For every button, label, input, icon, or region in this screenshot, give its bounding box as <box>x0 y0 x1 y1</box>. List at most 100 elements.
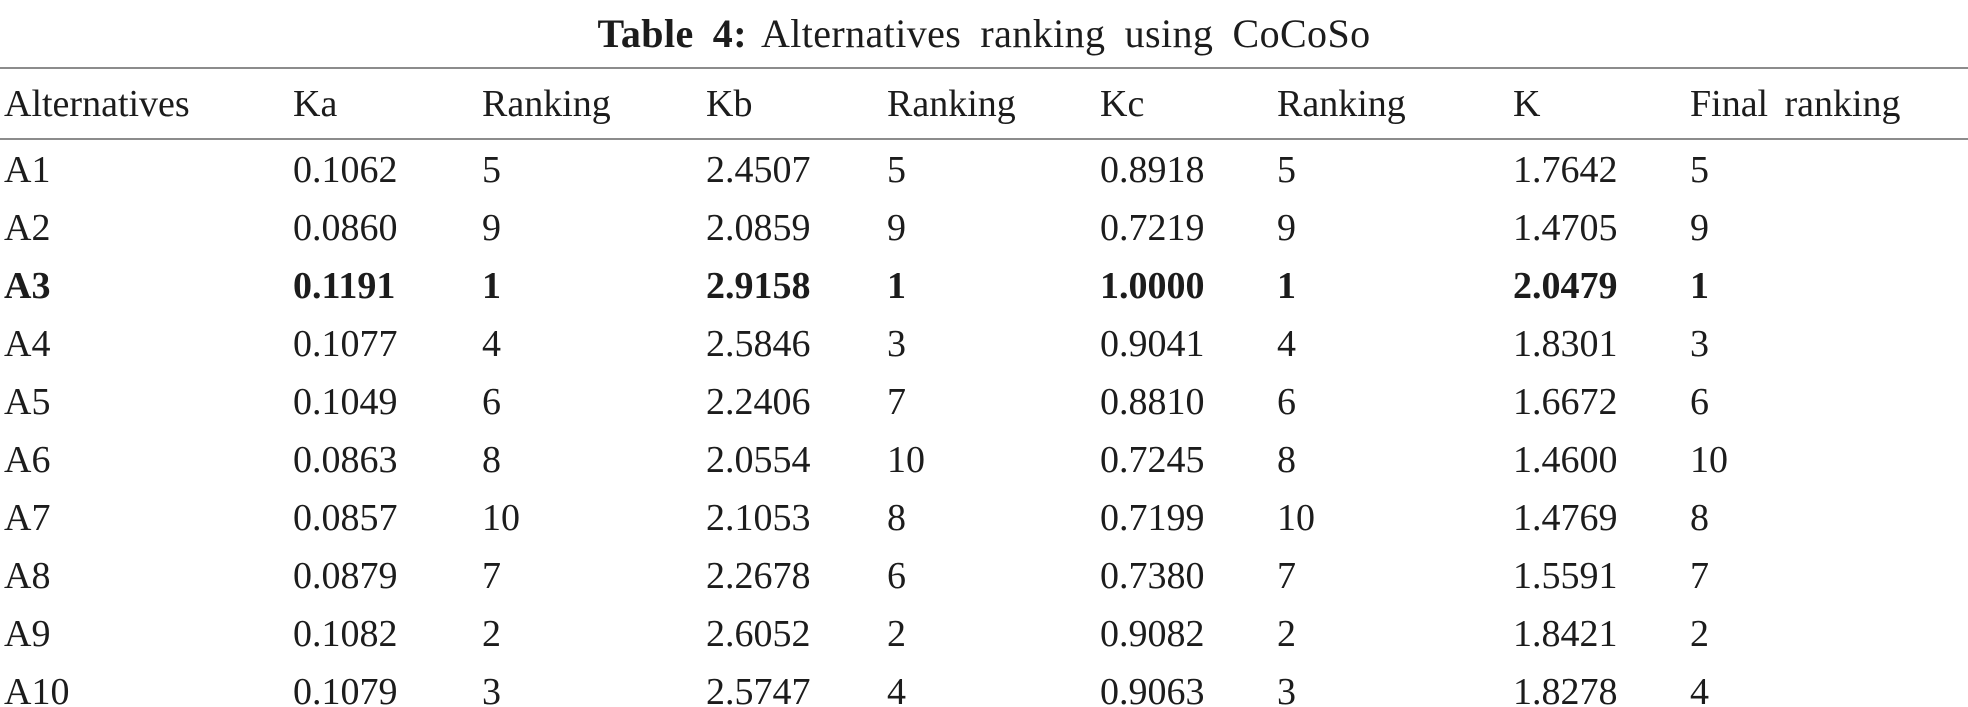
table-cell: 9 <box>887 207 906 249</box>
table-row: A2 0.0860 9 2.0859 9 0.7219 9 1.4705 9 <box>0 198 1968 256</box>
table-cell: A6 <box>4 439 51 481</box>
table-cell: 2.0479 <box>1513 265 1618 307</box>
header-ranking-kb: Ranking <box>883 68 1096 140</box>
header-ka: Ka <box>289 68 478 140</box>
table-cell: 0.1062 <box>293 149 398 191</box>
table-cell: 2.0554 <box>706 439 811 481</box>
table-cell: 1 <box>1277 265 1296 307</box>
table-cell: 1 <box>1690 265 1709 307</box>
table-cell: A8 <box>4 555 51 597</box>
table-cell: 5 <box>1690 149 1709 191</box>
table-cell: 5 <box>887 149 906 191</box>
table-cell: 0.9063 <box>1100 671 1205 707</box>
table-cell: 4 <box>1690 671 1709 707</box>
table-cell: 1.8301 <box>1513 323 1618 365</box>
table-caption-text: Alternatives ranking using CoCoSo <box>760 11 1371 56</box>
table-cell: 2 <box>1690 613 1709 655</box>
table-cell: 2.9158 <box>706 265 811 307</box>
table-cell: 9 <box>1277 207 1296 249</box>
table-body: A1 0.1062 5 2.4507 5 0.8918 5 1.7642 5 A2 0.0860 9 2… <box>0 139 1968 707</box>
header-k: K <box>1509 68 1686 140</box>
table-cell: 2.4507 <box>706 149 811 191</box>
table-header: Alternatives Ka Ranking Kb Ranking Kc Ra… <box>0 68 1968 140</box>
table-cell: 1.0000 <box>1100 265 1205 307</box>
table-row: A5 0.1049 6 2.2406 7 0.8810 6 1.6672 6 <box>0 372 1968 430</box>
table-cell: 0.0863 <box>293 439 398 481</box>
table-cell: A3 <box>4 265 51 307</box>
table-cell: A5 <box>4 381 51 423</box>
table-cell: 8 <box>887 497 906 539</box>
header-ranking-kc: Ranking <box>1273 68 1509 140</box>
table-cell: 1.8421 <box>1513 613 1618 655</box>
table-cell: 9 <box>482 207 501 249</box>
table-cell: 0.8918 <box>1100 149 1205 191</box>
table-cell: 1.5591 <box>1513 555 1618 597</box>
table-cell: 2.0859 <box>706 207 811 249</box>
table-cell: 3 <box>887 323 906 365</box>
table-cell: A7 <box>4 497 51 539</box>
table-header-row: Alternatives Ka Ranking Kb Ranking Kc Ra… <box>0 68 1968 140</box>
table-cell: 3 <box>1690 323 1709 365</box>
table-cell: 0.1079 <box>293 671 398 707</box>
table-cell: 0.8810 <box>1100 381 1205 423</box>
table-cell: 0.0860 <box>293 207 398 249</box>
table-cell: 2.1053 <box>706 497 811 539</box>
table-cell: 4 <box>887 671 906 707</box>
table-cell: 2.5747 <box>706 671 811 707</box>
table-cell: 7 <box>1277 555 1296 597</box>
table-row: A3 0.1191 1 2.9158 1 1.0000 1 2.0479 1 <box>0 256 1968 314</box>
table-cell: 0.1082 <box>293 613 398 655</box>
table-cell: 3 <box>1277 671 1296 707</box>
table-cell: 1.4705 <box>1513 207 1618 249</box>
table-cell: 6 <box>887 555 906 597</box>
table-cell: 5 <box>1277 149 1296 191</box>
header-alternatives: Alternatives <box>0 68 289 140</box>
header-final-ranking: Final ranking <box>1686 68 1968 140</box>
table-cell: 2.5846 <box>706 323 811 365</box>
table-cell: 0.1049 <box>293 381 398 423</box>
table-row: A4 0.1077 4 2.5846 3 0.9041 4 1.8301 3 <box>0 314 1968 372</box>
cocoso-ranking-table: Alternatives Ka Ranking Kb Ranking Kc Ra… <box>0 67 1968 707</box>
table-caption: Table 4: Alternatives ranking using CoCo… <box>0 0 1968 67</box>
table-cell: 0.1191 <box>293 265 396 307</box>
table-cell: 1.4769 <box>1513 497 1618 539</box>
table-cell: 5 <box>482 149 501 191</box>
table-cell: 0.9041 <box>1100 323 1205 365</box>
table-cell: A2 <box>4 207 51 249</box>
table-cell: 2.2678 <box>706 555 811 597</box>
table-cell: 6 <box>1690 381 1709 423</box>
header-kc: Kc <box>1096 68 1273 140</box>
table-cell: 1.4600 <box>1513 439 1618 481</box>
table-row: A9 0.1082 2 2.6052 2 0.9082 2 1.8421 2 <box>0 604 1968 662</box>
table-cell: 0.9082 <box>1100 613 1205 655</box>
table-cell: 8 <box>1690 497 1709 539</box>
table-cell: 1 <box>887 265 906 307</box>
table-cell: 0.1077 <box>293 323 398 365</box>
header-kb: Kb <box>702 68 883 140</box>
table-cell: 2 <box>887 613 906 655</box>
table-cell: 4 <box>1277 323 1296 365</box>
table-cell: 6 <box>1277 381 1296 423</box>
table-cell: 1 <box>482 265 501 307</box>
table-cell: 10 <box>482 497 520 539</box>
table-row: A8 0.0879 7 2.2678 6 0.7380 7 1.5591 7 <box>0 546 1968 604</box>
table-cell: 3 <box>482 671 501 707</box>
table-cell: 2.2406 <box>706 381 811 423</box>
table-cell: 0.0879 <box>293 555 398 597</box>
table-row: A7 0.0857 10 2.1053 8 0.7199 10 1.4769 8 <box>0 488 1968 546</box>
table-row: A6 0.0863 8 2.0554 10 0.7245 8 1.4600 10 <box>0 430 1968 488</box>
table-cell: 1.8278 <box>1513 671 1618 707</box>
table-cell: 7 <box>887 381 906 423</box>
table-cell: 1.6672 <box>1513 381 1618 423</box>
table-cell: 8 <box>1277 439 1296 481</box>
table-cell: 0.7219 <box>1100 207 1205 249</box>
table-cell: A9 <box>4 613 51 655</box>
table-cell: 9 <box>1690 207 1709 249</box>
header-ranking-ka: Ranking <box>478 68 702 140</box>
table-cell: 10 <box>1690 439 1728 481</box>
table-cell: 10 <box>887 439 925 481</box>
table-row: A10 0.1079 3 2.5747 4 0.9063 3 1.8278 4 <box>0 662 1968 707</box>
table-cell: 2.6052 <box>706 613 811 655</box>
table-cell: 0.7199 <box>1100 497 1205 539</box>
